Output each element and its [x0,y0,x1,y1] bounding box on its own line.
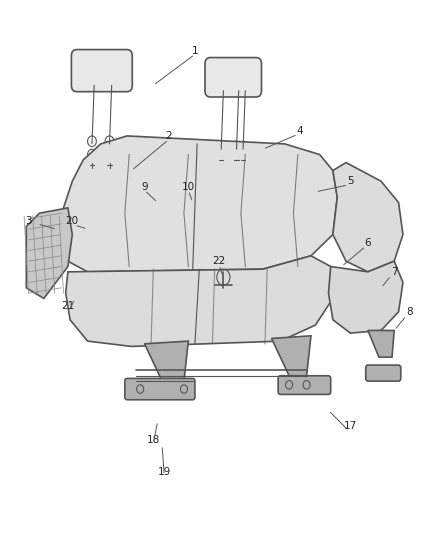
Text: 5: 5 [347,176,354,186]
Text: 19: 19 [158,467,171,477]
Text: 2: 2 [165,131,172,141]
Text: 10: 10 [182,182,195,191]
Polygon shape [64,136,337,272]
Text: 22: 22 [212,256,226,266]
Polygon shape [66,256,333,346]
Polygon shape [272,336,311,376]
Text: 7: 7 [391,267,398,277]
Text: 17: 17 [344,422,357,431]
Text: 3: 3 [25,216,32,226]
FancyBboxPatch shape [278,376,331,394]
Text: 21: 21 [61,302,74,311]
FancyBboxPatch shape [366,365,401,381]
Polygon shape [368,330,394,357]
Text: 8: 8 [406,307,413,317]
Text: 9: 9 [141,182,148,191]
Text: 1: 1 [191,46,198,55]
FancyBboxPatch shape [71,50,132,92]
FancyBboxPatch shape [205,58,261,97]
Polygon shape [333,163,403,272]
Text: 20: 20 [66,216,79,226]
Polygon shape [26,208,72,298]
Text: 6: 6 [364,238,371,247]
Polygon shape [145,341,188,381]
FancyBboxPatch shape [125,378,195,400]
Text: 4: 4 [297,126,304,135]
Polygon shape [328,261,403,333]
Text: 18: 18 [147,435,160,445]
